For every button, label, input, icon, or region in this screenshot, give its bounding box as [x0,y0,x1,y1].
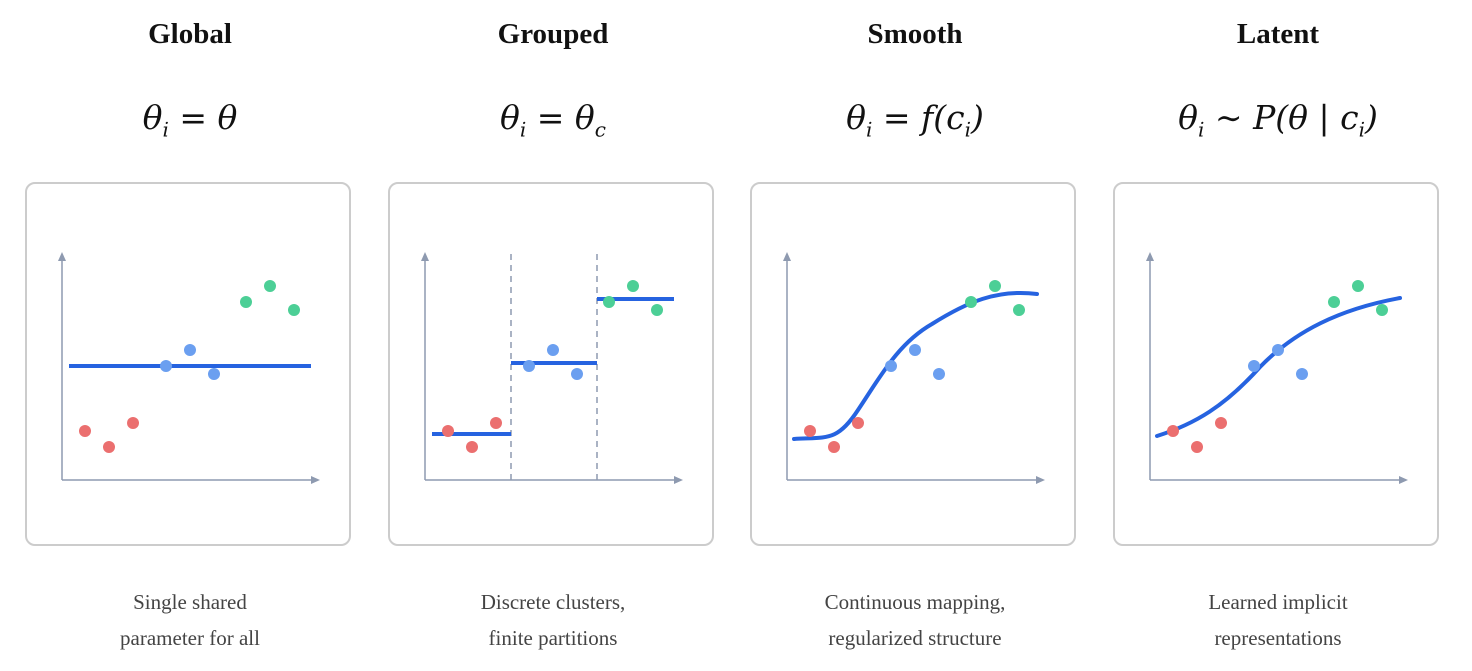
data-point [965,296,977,308]
y-axis-arrow [1146,252,1154,261]
data-point [1013,304,1025,316]
plot-grouped [421,252,683,484]
fit-curve [1155,296,1402,438]
data-point [79,425,91,437]
panel-title: Global [148,18,232,50]
plot-global [58,252,320,484]
x-axis-arrow [1036,476,1045,484]
data-point [571,368,583,380]
data-point [547,344,559,356]
plot-frame [388,182,714,546]
data-point [1352,280,1364,292]
data-point [1191,441,1203,453]
panel-formula: θi = f(ci) [846,98,984,142]
data-point [240,296,252,308]
data-point [1376,304,1388,316]
y-axis-arrow [783,252,791,261]
data-point [933,368,945,380]
data-point [989,280,1001,292]
data-point [909,344,921,356]
data-point [1328,296,1340,308]
data-point [651,304,663,316]
plot-smooth [783,252,1045,484]
plot-frame [1113,182,1439,546]
x-axis-arrow [674,476,683,484]
panel-caption: Continuous mapping, regularized structur… [824,590,1006,650]
data-point [208,368,220,380]
panel-formula: θi = θ [142,98,238,142]
panel-title: Latent [1236,18,1320,50]
data-point [828,441,840,453]
data-point [127,417,139,429]
panel-caption: Discrete clusters, finite partitions [480,590,626,650]
panel-title: Grouped [497,18,609,50]
plot-frame [25,182,351,546]
panel-grouped: Grouped θi = θc Discrete clusters, finit… [388,0,718,671]
data-point [1248,360,1260,372]
data-point [490,417,502,429]
data-point [103,441,115,453]
data-point [288,304,300,316]
panel-caption: Single shared parameter for all [120,590,260,650]
data-point [1167,425,1179,437]
data-point [184,344,196,356]
data-point [1296,368,1308,380]
x-axis-arrow [1399,476,1408,484]
data-point [804,425,816,437]
panel-smooth: Smooth θi = f(ci) Continuous mapping, re… [750,0,1080,671]
data-point [466,441,478,453]
panel-caption: Learned implicit representations [1208,590,1348,650]
data-point [523,360,535,372]
data-point [160,360,172,372]
panel-formula: θi ∼ P(θ | ci) [1178,98,1378,142]
data-point [1215,417,1227,429]
data-point [852,417,864,429]
data-point [627,280,639,292]
y-axis-arrow [421,252,429,261]
x-axis-arrow [311,476,320,484]
data-point [603,296,615,308]
data-point [1272,344,1284,356]
data-point [264,280,276,292]
panel-title: Smooth [867,18,963,50]
plot-frame [750,182,1076,546]
data-point [442,425,454,437]
panel-formula: θi = θc [499,98,606,142]
panel-global: Global θi = θ Single shared parameter fo… [25,0,355,671]
plot-latent [1146,252,1408,484]
panel-latent: Latent θi ∼ P(θ | ci) Learned implicit r… [1113,0,1443,671]
y-axis-arrow [58,252,66,261]
fit-curve [792,291,1039,441]
data-point [885,360,897,372]
